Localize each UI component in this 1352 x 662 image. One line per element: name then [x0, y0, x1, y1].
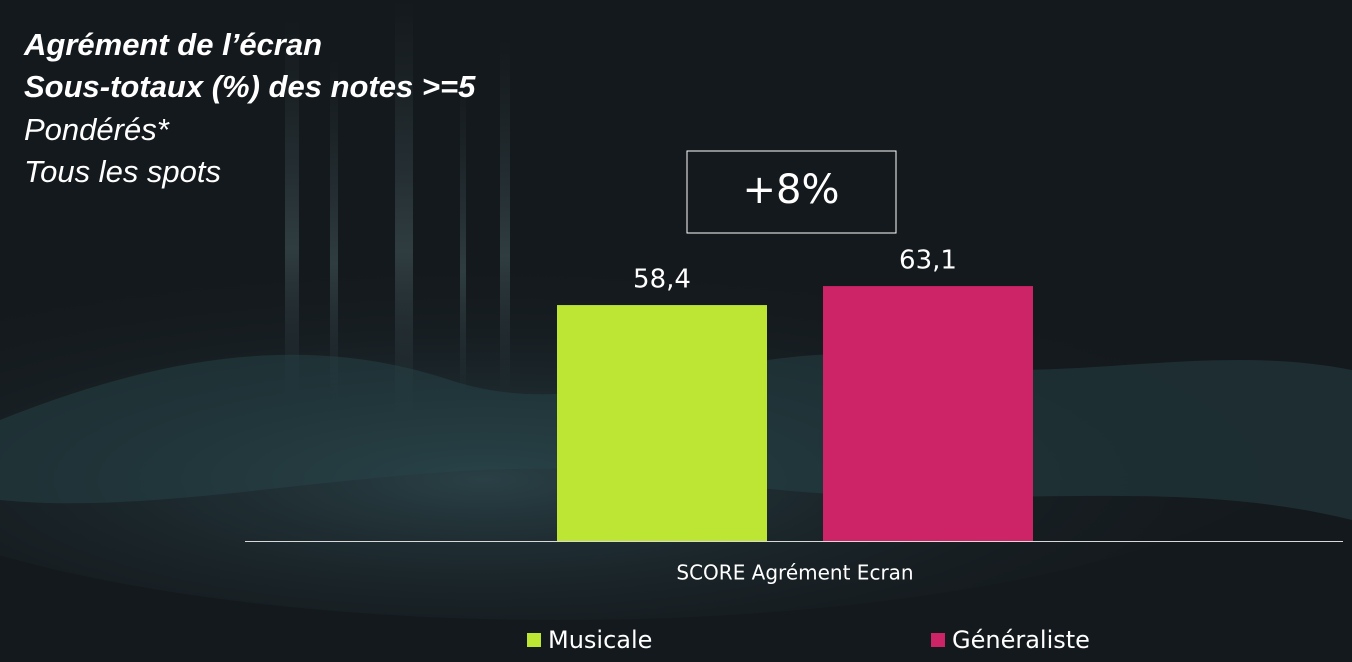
legend-label: Musicale	[548, 626, 652, 654]
title-line: Sous-totaux (%) des notes >=5	[24, 69, 476, 104]
value-label: 58,4	[633, 265, 691, 295]
subtitle-line: Tous les spots	[24, 154, 221, 189]
bar	[557, 305, 767, 541]
bar	[823, 286, 1033, 541]
annotation-box	[686, 150, 897, 234]
legend-label: Généraliste	[952, 626, 1090, 654]
title-line: Agrément de l’écran	[23, 27, 322, 62]
annotation: +8%	[743, 167, 840, 213]
subtitle-line: Pondérés*	[24, 112, 170, 147]
legend-swatch	[931, 633, 945, 647]
background-beams	[285, 0, 510, 420]
legend-swatch	[527, 633, 541, 647]
x-tick-label: SCORE Agrément Ecran	[676, 561, 913, 585]
value-label: 63,1	[899, 246, 957, 276]
